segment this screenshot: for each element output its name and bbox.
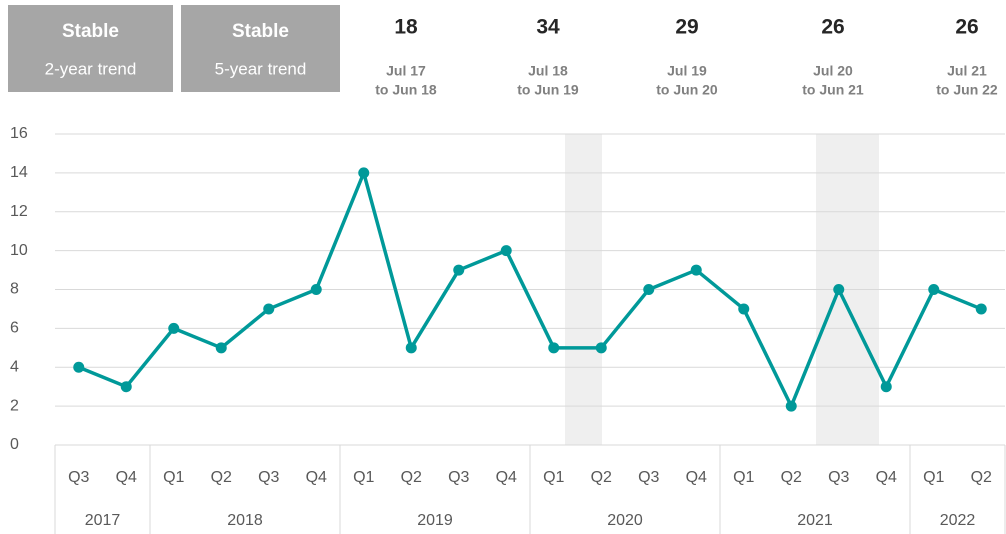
trend-box	[8, 5, 173, 92]
period-total: 26	[955, 16, 978, 39]
point	[833, 284, 845, 295]
point	[785, 400, 797, 412]
point	[453, 264, 465, 276]
point	[643, 284, 655, 295]
period-label: to Jun 21	[802, 82, 864, 98]
point	[738, 303, 750, 315]
trend-box	[181, 5, 340, 92]
period-label: to Jun 18	[375, 82, 437, 98]
period-total: 18	[394, 16, 418, 39]
trend-status: Stable	[62, 21, 119, 42]
point	[168, 322, 180, 334]
point	[928, 284, 940, 295]
x-tick-label: Q3	[258, 469, 279, 486]
y-tick-label: 12	[10, 203, 28, 220]
point	[975, 303, 987, 315]
trend-label: 5-year trend	[215, 59, 307, 78]
point	[595, 342, 607, 354]
y-tick-label: 14	[10, 164, 28, 181]
period-total: 26	[821, 16, 844, 39]
x-tick-label: Q3	[828, 469, 849, 486]
period-label: Jul 21	[947, 63, 987, 79]
period-label: Jul 19	[667, 63, 707, 79]
point	[310, 284, 322, 295]
period-total: 34	[536, 16, 560, 39]
period-label: Jul 18	[528, 63, 568, 79]
point	[358, 167, 370, 179]
x-group-label: 2020	[607, 512, 643, 529]
line	[78, 171, 982, 408]
point	[548, 342, 560, 354]
x-group-label: 2021	[797, 512, 833, 529]
x-tick-label: Q4	[116, 469, 137, 486]
x-tick-label: Q2	[591, 469, 612, 486]
period-total: 29	[675, 16, 698, 39]
y-tick-label: 6	[10, 320, 19, 337]
x-tick-label: Q4	[306, 469, 327, 486]
x-tick-label: Q3	[638, 469, 659, 486]
x-tick-label: Q3	[68, 469, 89, 486]
x-tick-label: Q1	[353, 469, 374, 486]
x-tick-label: Q3	[448, 469, 469, 486]
x-tick-label: Q4	[496, 469, 517, 486]
x-tick-label: Q2	[401, 469, 422, 486]
y-tick-label: 10	[10, 242, 28, 259]
period-label: Jul 20	[813, 63, 853, 79]
x-group-label: 2019	[417, 512, 453, 529]
x-tick-label: Q2	[781, 469, 802, 486]
x-tick-label: Q4	[876, 469, 897, 486]
point	[215, 342, 227, 354]
point	[120, 381, 132, 393]
y-tick-label: 0	[10, 436, 19, 453]
x-group-label: 2022	[940, 512, 976, 529]
point	[690, 264, 702, 276]
x-tick-label: Q1	[923, 469, 944, 486]
y-tick-label: 8	[10, 281, 19, 298]
x-tick-label: Q1	[543, 469, 564, 486]
period-label: to Jun 22	[936, 82, 998, 98]
x-tick-label: Q1	[733, 469, 754, 486]
y-tick-label: 4	[10, 358, 19, 375]
period-label: Jul 17	[386, 63, 426, 79]
trend-status: Stable	[232, 21, 289, 42]
x-tick-label: Q4	[686, 469, 707, 486]
x-tick-label: Q2	[211, 469, 232, 486]
point	[263, 303, 275, 315]
x-group-label: 2018	[227, 512, 263, 529]
y-tick-label: 16	[10, 125, 28, 142]
point	[73, 361, 85, 373]
x-tick-label: Q1	[163, 469, 184, 486]
point	[880, 381, 892, 393]
point	[405, 342, 417, 354]
x-group-label: 2017	[85, 512, 121, 529]
period-label: to Jun 20	[656, 82, 718, 98]
x-tick-label: Q2	[971, 469, 992, 486]
trend-label: 2-year trend	[45, 59, 137, 78]
period-label: to Jun 19	[517, 82, 579, 98]
point	[500, 245, 512, 257]
y-tick-label: 2	[10, 397, 19, 414]
